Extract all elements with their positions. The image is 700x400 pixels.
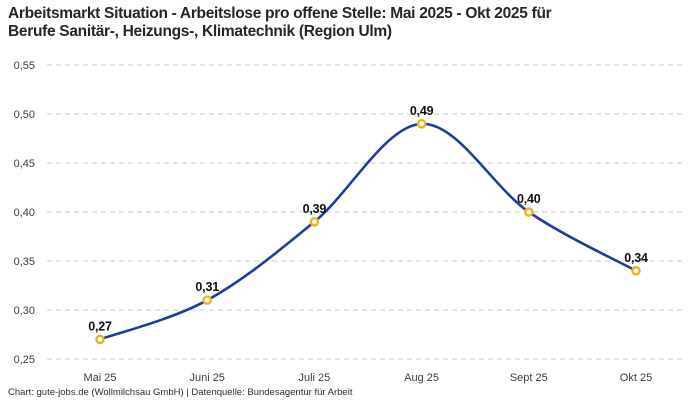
x-tick-label: Aug 25 (404, 372, 439, 384)
y-tick-label: 0,50 (14, 109, 35, 121)
data-point-marker (416, 119, 427, 129)
data-point-label: 0,39 (303, 202, 327, 216)
chart-title-line1: Arbeitsmarkt Situation - Arbeitslose pro… (8, 5, 552, 22)
y-tick-label: 0,25 (14, 354, 35, 366)
data-point-marker (95, 334, 105, 345)
y-tick-label: 0,45 (14, 158, 35, 170)
y-tick-label: 0,35 (14, 256, 35, 268)
data-point-marker (524, 207, 534, 217)
x-tick-label: Juni 25 (189, 372, 224, 384)
y-tick-label: 0,55 (14, 60, 35, 72)
series-line (98, 122, 638, 341)
x-tick-label: Mai 25 (83, 372, 116, 384)
data-point-label: 0,40 (517, 192, 541, 206)
chart-title-line2: Berufe Sanitär-, Heizungs-, Klimatechnik… (8, 23, 392, 40)
data-point-marker (202, 295, 212, 306)
chart-title: Arbeitsmarkt Situation - Arbeitslose pro… (8, 5, 698, 41)
data-point-label: 0,49 (410, 104, 434, 118)
data-point-label: 0,34 (624, 251, 648, 265)
data-point-label: 0,27 (88, 319, 112, 333)
y-tick-label: 0,30 (14, 305, 35, 317)
chart-footer: Chart: gute-jobs.de (Wollmilchsau GmbH) … (8, 387, 353, 398)
y-tick-label: 0,40 (14, 207, 35, 219)
x-tick-label: Juli 25 (299, 372, 331, 384)
x-tick-label: Okt 25 (620, 372, 652, 384)
data-point-label: 0,31 (195, 280, 219, 294)
data-point-marker (309, 216, 320, 227)
x-tick-label: Sept 25 (510, 372, 548, 384)
data-point-marker (631, 265, 641, 276)
